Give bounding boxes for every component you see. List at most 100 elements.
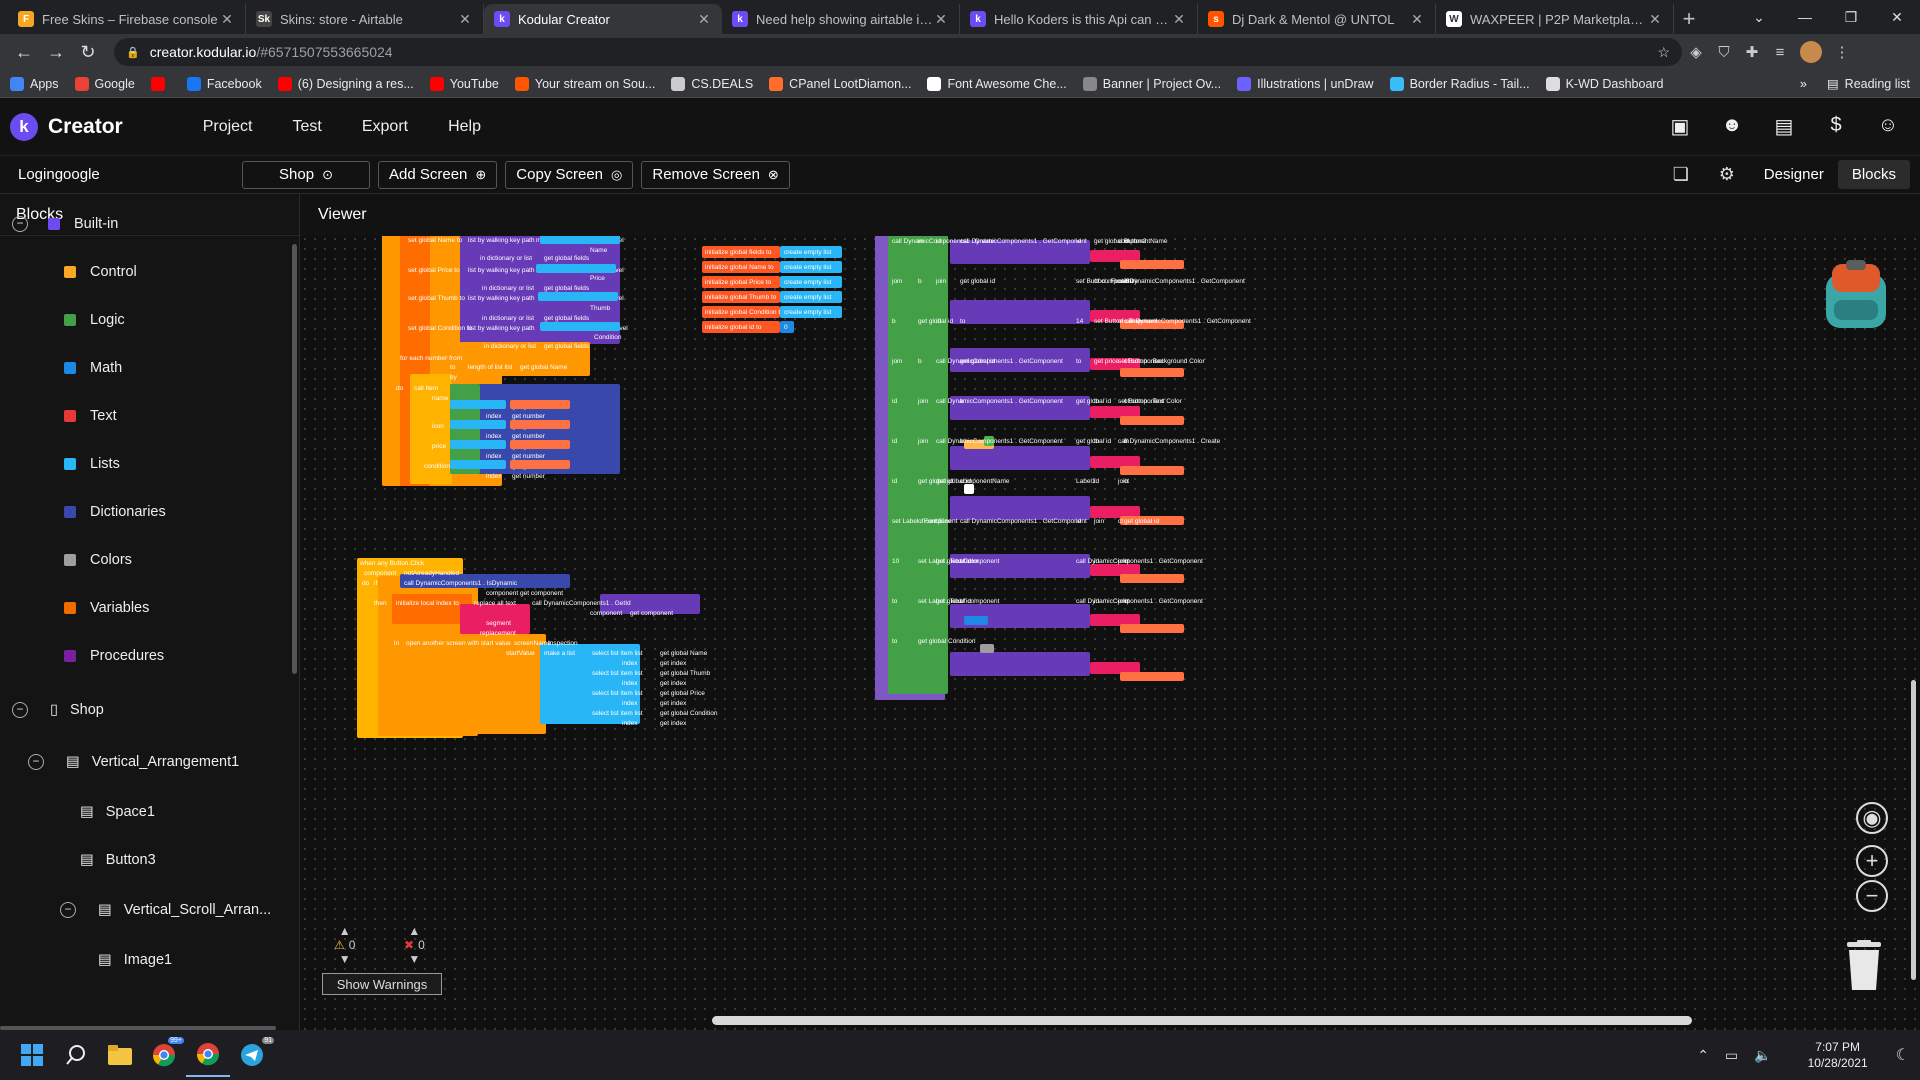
forward-icon[interactable]: → (47, 41, 65, 62)
menu-test[interactable]: Test (292, 117, 322, 135)
tree-builtin[interactable]: − Built-in (12, 216, 118, 232)
tree-component[interactable]: ▤ Image1 (78, 952, 172, 968)
network-icon[interactable]: ▭ (1724, 1046, 1739, 1063)
file-explorer-icon[interactable] (98, 1033, 142, 1077)
address-bar[interactable]: 🔒 creator.kodular.io /#6571507553665024 … (114, 38, 1682, 66)
browser-tab[interactable]: Sk Skins: store - Airtable ✕ (246, 4, 484, 34)
value-chip[interactable] (510, 440, 570, 449)
tab-close-icon[interactable]: ✕ (221, 10, 233, 27)
value-chip[interactable] (450, 460, 506, 469)
tree-category-dictionaries[interactable]: Dictionaries (64, 504, 166, 520)
copy-screen-button[interactable]: Copy Screen ◎ (505, 160, 634, 189)
menu-project[interactable]: Project (202, 117, 253, 135)
color-chip[interactable] (980, 644, 994, 653)
get-component-block[interactable] (950, 348, 1090, 372)
tab-close-icon[interactable]: ✕ (1173, 10, 1185, 27)
initialize-global-block[interactable] (702, 276, 780, 288)
value-chip[interactable] (450, 400, 506, 409)
tab-search-icon[interactable]: ⌄ (1753, 8, 1765, 25)
get-component-block[interactable] (950, 240, 1090, 264)
collapse-toggle-icon[interactable]: − (60, 902, 76, 918)
shield-icon[interactable]: ⛉ (1718, 43, 1730, 61)
zoom-out-icon[interactable]: − (1856, 880, 1888, 912)
value-chip[interactable] (540, 235, 620, 244)
designer-button[interactable]: Designer (1763, 166, 1824, 183)
arrow-up-icon[interactable]: ▲ (338, 924, 351, 938)
get-component-block[interactable] (950, 554, 1090, 578)
join-block[interactable] (1090, 456, 1140, 468)
join-block[interactable] (1090, 564, 1140, 576)
zoom-in-icon[interactable]: + (1856, 845, 1888, 877)
bookmark-item[interactable]: Banner | Project Ov... (1082, 76, 1221, 91)
blocks-canvas[interactable]: in dictionary or listcall Web1 . JSON Te… (300, 194, 1920, 1030)
bookmark-item[interactable]: Illustrations | unDraw (1237, 76, 1374, 91)
recenter-icon[interactable]: ◉ (1856, 802, 1888, 834)
media-icon[interactable]: ≡ (1775, 43, 1785, 61)
get-global-id[interactable] (1120, 368, 1184, 377)
component-setters[interactable] (888, 194, 948, 694)
blocks-viewer[interactable]: Viewer in dictionary or listcall Web1 . … (300, 194, 1920, 1030)
value-block[interactable] (780, 291, 842, 303)
blocks-button[interactable]: Blocks (1837, 160, 1910, 189)
initialize-global-block[interactable] (702, 306, 780, 318)
back-icon[interactable]: ← (15, 41, 33, 62)
tab-close-icon[interactable]: ✕ (935, 10, 947, 27)
number-chip[interactable] (964, 616, 988, 625)
viewer-vertical-scrollbar[interactable] (1911, 680, 1916, 980)
palette-icon[interactable]: ☻ (1721, 114, 1743, 136)
system-clock[interactable]: 7:07 PM 10/28/2021 (1808, 1039, 1868, 1071)
get-global-id[interactable] (1120, 516, 1184, 525)
join-block[interactable] (1090, 506, 1140, 518)
join-block[interactable] (1090, 406, 1140, 418)
get-global-id[interactable] (1120, 624, 1184, 633)
color-swatch[interactable] (964, 484, 974, 494)
bookmark-item[interactable]: Facebook (186, 76, 262, 91)
get-global-id[interactable] (1120, 466, 1184, 475)
puzzle-icon[interactable]: ✚ (1745, 44, 1759, 61)
restore-icon[interactable]: ❐ (1844, 8, 1858, 25)
do-block[interactable] (410, 374, 452, 484)
get-global-id[interactable] (1120, 320, 1184, 329)
show-warnings-button[interactable]: Show Warnings (322, 973, 442, 995)
tree-screen[interactable]: − ▯ Shop (12, 702, 104, 718)
tab-close-icon[interactable]: ✕ (698, 10, 710, 27)
get-global-id[interactable] (1120, 574, 1184, 583)
tree-category-text[interactable]: Text (64, 408, 117, 424)
bookmark-item[interactable]: CS.DEALS (671, 76, 753, 91)
value-chip[interactable] (538, 292, 618, 301)
add-screen-button[interactable]: Add Screen ⊕ (378, 160, 498, 189)
remove-screen-button[interactable]: Remove Screen ⊗ (641, 160, 790, 189)
panel-scrollbar[interactable] (292, 244, 297, 674)
folder-icon[interactable]: ▣ (1670, 116, 1690, 138)
value-block[interactable] (780, 306, 842, 318)
value-chip[interactable] (450, 440, 506, 449)
account-icon[interactable]: ☺ (1877, 114, 1899, 136)
bookmark-item[interactable]: Font Awesome Che... (927, 76, 1067, 91)
bookmark-item[interactable]: CPanel LootDiamon... (769, 76, 911, 91)
reading-list[interactable]: Reading list (1844, 76, 1910, 91)
join-block[interactable] (1090, 614, 1140, 626)
get-component-block[interactable] (950, 652, 1090, 676)
screen-select[interactable]: Shop ⊙ (242, 160, 370, 189)
make-list-block[interactable] (540, 644, 640, 724)
viewer-horizontal-scrollbar[interactable] (712, 1016, 1692, 1025)
tree-category-procedures[interactable]: Procedures (64, 648, 164, 664)
browser-tab[interactable]: W WAXPEER | P2P Marketplace for ✕ (1436, 4, 1674, 34)
bookmark-item[interactable] (150, 76, 171, 91)
collapse-toggle-icon[interactable]: − (12, 216, 28, 232)
menu-help[interactable]: Help (448, 117, 481, 135)
tab-close-icon[interactable]: ✕ (459, 10, 471, 27)
local-block[interactable] (392, 594, 472, 624)
bookmark-item[interactable]: Apps (10, 76, 59, 91)
value-chip[interactable] (450, 420, 506, 429)
value-chip[interactable] (510, 460, 570, 469)
collapse-toggle-icon[interactable]: − (12, 702, 28, 718)
arrow-down-icon[interactable]: ▼ (338, 952, 351, 966)
warnings-counter[interactable]: ▲ ⚠ 0 ▼ (334, 924, 355, 966)
search-icon[interactable] (54, 1033, 98, 1077)
isdynamic-block[interactable] (400, 574, 570, 588)
panel-horizontal-scrollbar[interactable] (0, 1026, 276, 1030)
bookmark-item[interactable]: Google (74, 76, 135, 91)
value-chip[interactable] (510, 400, 570, 409)
bookmark-item[interactable]: YouTube (429, 76, 499, 91)
